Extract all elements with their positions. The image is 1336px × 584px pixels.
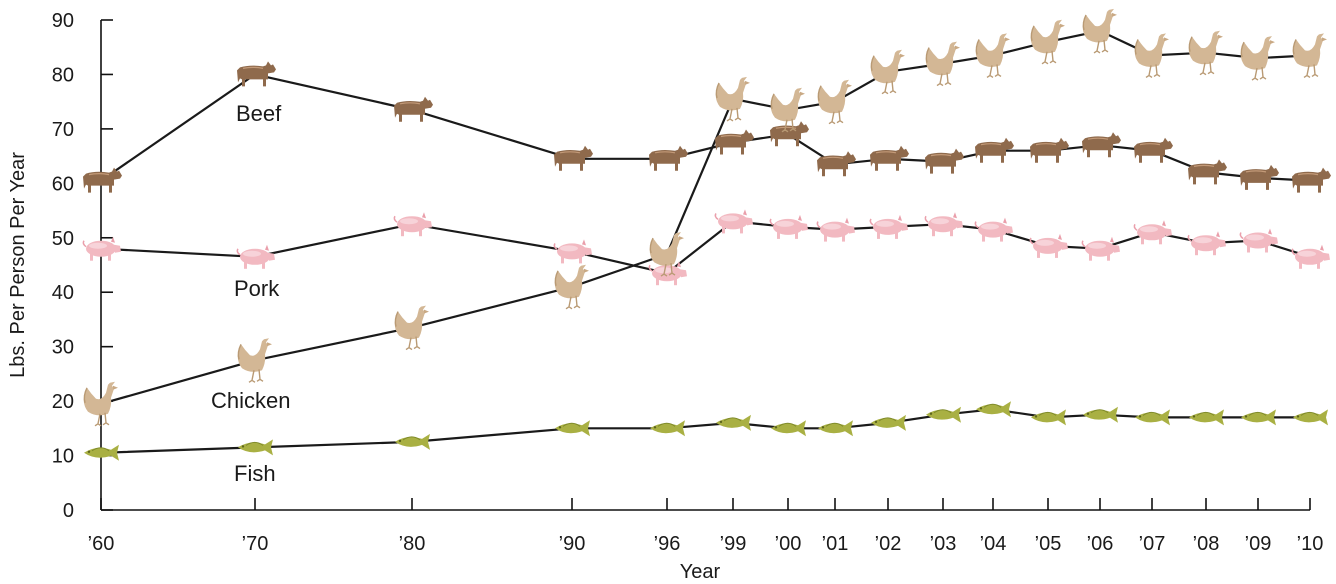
pig-icon (816, 216, 856, 243)
rooster-icon (1030, 19, 1066, 65)
pig-icon (1291, 244, 1331, 270)
x-tick-label: ’07 (1139, 533, 1166, 555)
x-tick-label: ’80 (399, 533, 426, 555)
fish-icon (817, 419, 854, 437)
y-tick-label: 20 (52, 391, 74, 413)
rooster-icon (975, 32, 1011, 79)
pig-icon (869, 214, 909, 240)
cow-icon (1239, 164, 1280, 191)
cow-icon (869, 145, 910, 172)
fish-icon (870, 414, 907, 432)
rooster-icon (870, 48, 906, 95)
y-tick-label: 10 (52, 446, 74, 468)
x-tick-label: ’10 (1297, 533, 1324, 555)
x-tick-label: ’70 (242, 533, 269, 555)
cow-icon (1291, 167, 1332, 194)
x-axis-title: Year (680, 561, 721, 583)
series-label-chicken: Chicken (211, 388, 290, 413)
fish-icon (649, 419, 686, 437)
cow-icon (924, 148, 965, 175)
x-tick-label: ’06 (1087, 533, 1114, 555)
pig-icon (974, 216, 1014, 243)
x-tick-label: ’02 (875, 533, 902, 555)
x-tick-label: ’08 (1193, 533, 1220, 555)
rooster-icon (394, 304, 430, 351)
pig-icon (1029, 233, 1069, 259)
x-tick-label: ’04 (980, 533, 1007, 555)
fish-icon (1240, 408, 1277, 426)
x-tick-label: ’01 (822, 533, 849, 555)
series-line-pork (100, 220, 1311, 275)
series-line-chicken (100, 29, 1311, 405)
fish-icon (1292, 408, 1329, 426)
pig-icon (393, 211, 433, 237)
cow-icon (1081, 131, 1122, 158)
pig-icon (553, 238, 593, 265)
y-tick-label: 30 (52, 337, 74, 359)
fish-icon (770, 419, 807, 437)
rooster-icon (237, 337, 273, 383)
y-tick-label: 80 (52, 64, 74, 86)
x-tick-label: ’05 (1035, 533, 1062, 555)
rooster-icon (817, 78, 853, 125)
pig-icon (769, 214, 809, 240)
rooster-icon (1082, 8, 1118, 54)
fish-icon (394, 433, 431, 451)
x-tick-label: ’96 (654, 533, 681, 555)
y-tick-label: 50 (52, 228, 74, 250)
y-axis-title: Lbs. Per Person Per Year (7, 152, 29, 378)
fish-icon (1082, 406, 1119, 424)
cow-icon (769, 120, 810, 147)
y-tick-label: 70 (52, 119, 74, 141)
series-line-fish (100, 408, 1310, 454)
fish-icon (554, 419, 591, 437)
x-tick-label: ’60 (88, 533, 115, 555)
cow-icon (82, 167, 123, 194)
series-label-beef: Beef (236, 101, 282, 126)
cow-icon (1187, 158, 1228, 185)
fish-icon (975, 400, 1012, 418)
cow-icon (393, 96, 434, 123)
x-tick-label: ’99 (720, 533, 747, 555)
pig-icon (82, 235, 122, 262)
fish-icon (237, 438, 274, 456)
cow-icon (648, 145, 689, 172)
y-tick-label: 60 (52, 173, 74, 195)
y-tick-label: 40 (52, 282, 74, 304)
series-label-pork: Pork (234, 276, 280, 301)
fish-icon (715, 414, 752, 432)
pig-icon (924, 211, 964, 237)
fish-icon (925, 406, 962, 424)
rooster-icon (1292, 32, 1328, 79)
pig-icon (1133, 219, 1173, 246)
rooster-icon (715, 76, 751, 122)
pig-icon (236, 244, 276, 270)
x-tick-label: ’00 (775, 533, 802, 555)
rooster-icon (925, 40, 961, 87)
x-tick-label: ’03 (930, 533, 957, 555)
pig-icon (1081, 235, 1121, 262)
rooster-icon (1188, 30, 1224, 76)
cow-icon (1133, 137, 1174, 164)
y-tick-label: 0 (63, 500, 74, 522)
cow-icon (236, 60, 277, 88)
cow-icon (714, 128, 755, 156)
x-tick-label: ’90 (559, 533, 586, 555)
series-label-fish: Fish (234, 461, 276, 486)
rooster-icon (554, 264, 590, 310)
fish-icon (1134, 408, 1171, 426)
x-tick-label: ’09 (1245, 533, 1272, 555)
pig-icon (1187, 230, 1227, 256)
pig-icon (1239, 227, 1279, 254)
fish-icon (1188, 408, 1225, 426)
axis-ticks: 0 10 20 30 40 50 60 70 80 90 ’60 ’70 ’80 ’90 ’96 ’99 ’00… (52, 10, 1324, 555)
y-tick-label: 90 (52, 10, 74, 32)
fish-icon (1030, 408, 1067, 426)
